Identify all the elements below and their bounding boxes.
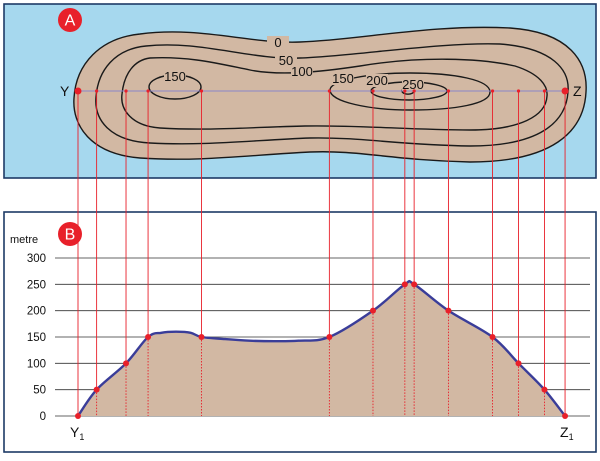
y-tick-label: 300 [27,253,46,265]
profile-curve [77,279,567,417]
y-axis-ticks: 0 50 100 150 200 250 300 [27,253,46,423]
contour-label: 150 [164,69,186,84]
badge-a: A [58,8,82,32]
badge-a-label: A [65,13,76,30]
y-tick-label: 150 [27,332,46,344]
badge-b: B [58,222,82,246]
section-start-label: Y [60,83,70,99]
profile-panel: 0 50 100 150 200 250 300 metre Y1 Z1 B [3,211,597,453]
y-axis-label: metre [10,234,38,246]
svg-text:Z1: Z1 [560,424,574,442]
contour-label: 0 [274,35,281,50]
contour-label: 50 [279,53,293,68]
y-tick-label: 250 [27,279,46,291]
contour-label: 150 [332,71,354,86]
profile-start-label: Y1 [70,424,84,442]
contour-label: 200 [366,73,388,88]
y-tick-label: 50 [33,385,46,397]
contour-label: 100 [291,64,313,79]
y-tick-label: 100 [27,358,46,370]
profile-area [78,281,566,416]
badge-b-label: B [65,227,76,244]
land-contour-0 [73,26,587,163]
y-tick-label: 200 [27,306,46,318]
profile-end-label: Z1 [560,424,574,442]
profile-dropdown-lines [96,284,545,416]
svg-text:Y1: Y1 [70,424,84,442]
connector-lines [77,91,566,416]
contour-50 [95,43,569,147]
contour-label: 250 [402,77,424,92]
y-tick-label: 0 [40,411,46,423]
section-end-label: Z [573,83,582,99]
